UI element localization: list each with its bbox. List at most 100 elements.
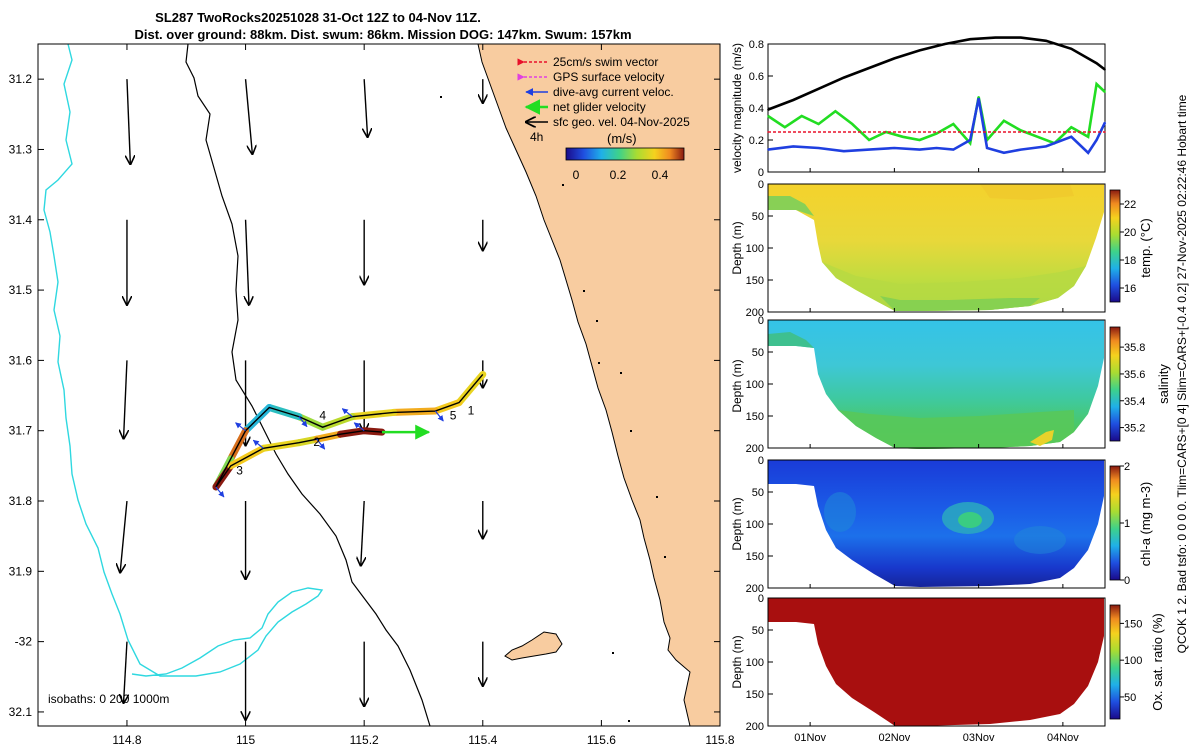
dive-avg-current-vector: [353, 422, 365, 432]
colorbar-tick-label: 100: [1124, 655, 1142, 667]
salinity-colorbar: [1109, 326, 1121, 442]
velocity-panel: 0 0.2 0.4 0.6 0.8 velocity magnitude (m/s): [730, 36, 1107, 179]
velocity-data-point: [977, 97, 980, 100]
colorbar-tick-label: 150: [1124, 618, 1142, 630]
temperature-panel: Depth (m) temp. (°C): [730, 183, 1153, 313]
figure-title-line1: SL287 TwoRocks20251028 31-Oct 12Z to 04-…: [155, 10, 481, 25]
legend-net-glider-velocity: net glider velocity: [553, 100, 646, 114]
geostrophic-vector: [127, 79, 130, 164]
speed-colorbar-tick: 0: [573, 168, 580, 182]
velocity-data-point: [952, 123, 955, 125]
depth-tick-label: 50: [752, 211, 764, 223]
depth-tick-label: 0: [758, 179, 764, 191]
temperature-colorbar-label: temp. (°C): [1138, 218, 1153, 277]
colorbar-tick-label: 16: [1124, 283, 1136, 295]
depth-tick-label: 200: [746, 721, 764, 733]
velocity-data-point: [1095, 83, 1098, 85]
velocity-data-point: [893, 57, 896, 60]
coastal-dots: [440, 96, 666, 722]
dive-avg-current-vector: [235, 422, 246, 432]
date-tick-label: 03Nov: [963, 732, 995, 744]
velocity-axis-ticks: 0 0.2 0.4 0.6 0.8: [749, 39, 773, 179]
velocity-data-point: [792, 145, 795, 148]
velocity-data-point: [1045, 40, 1047, 42]
chlorophyll-panel: Depth (m) chl-a (mg m-3): [730, 459, 1153, 589]
velocity-data-point: [868, 139, 870, 141]
dive-avg-current-vector: [298, 416, 308, 428]
velocity-data-point: [1104, 131, 1106, 133]
velocity-data-point: [843, 76, 845, 79]
depth-tick-label: 100: [746, 657, 764, 669]
depth-tick-label: 200: [746, 583, 764, 595]
depth-tick-label: 100: [746, 379, 764, 391]
velocity-data-point: [834, 110, 837, 112]
depth-tick-label: 0: [758, 315, 764, 327]
legend-dive-avg-current: dive-avg current veloc.: [553, 85, 674, 99]
map-ytick-label: 31.2: [9, 72, 33, 86]
geostrophic-vector: [246, 219, 249, 305]
velocity-data-point: [1104, 68, 1106, 71]
velocity-ytick-label: 0: [758, 167, 764, 179]
velocity-data-point: [1045, 145, 1047, 148]
date-tick-label: 02Nov: [878, 732, 910, 744]
geostrophic-vector: [364, 79, 367, 137]
speed-colorbar-tick: 0.4: [652, 168, 669, 182]
oxygen-colorbar: [1109, 604, 1121, 720]
map-xtick-label: 115.8: [705, 733, 734, 747]
dive-avg-current-vector: [434, 410, 444, 422]
velocity-data-point: [918, 139, 921, 141]
velocity-data-point: [1019, 129, 1022, 132]
speed-colorbar: [565, 147, 685, 161]
chlorophyll-colorbar-label: chl-a (mg m-3): [1138, 482, 1153, 567]
date-tick-label: 04Nov: [1047, 732, 1079, 744]
velocity-ylabel: velocity magnitude (m/s): [730, 43, 744, 173]
velocity-data-point: [969, 38, 971, 40]
velocity-data-point: [817, 123, 820, 125]
speed-colorbar-label: (m/s): [607, 131, 637, 146]
colorbar-tick-label: 35.8: [1124, 342, 1145, 354]
velocity-series: [767, 36, 1107, 155]
velocity-data-point: [817, 88, 820, 90]
depth-tick-label: 150: [746, 551, 764, 563]
velocity-data-point: [1070, 126, 1073, 128]
oxygen-ylabel: Depth (m): [730, 635, 744, 688]
velocity-data-point: [843, 150, 845, 152]
geostrophic-vector: [244, 79, 253, 154]
velocity-data-point: [1070, 136, 1073, 138]
map-ytick-label: 32.1: [9, 705, 33, 719]
speed-colorbar-tick: 0.2: [610, 168, 627, 182]
colorbar-tick-label: 35.6: [1124, 369, 1145, 381]
map-xtick-label: 115.6: [587, 733, 616, 747]
velocity-data-point: [1095, 62, 1098, 64]
velocity-data-point: [868, 148, 870, 151]
map-ytick-label: 31.9: [9, 564, 33, 578]
velocity-data-point: [1095, 139, 1098, 141]
chlorophyll-patch: [1014, 526, 1066, 554]
velocity-data-point: [851, 123, 854, 125]
colorbar-tick-label: 20: [1124, 227, 1136, 239]
velocity-data-point: [1104, 121, 1106, 124]
velocity-data-point: [767, 131, 769, 133]
velocity-data-point: [994, 36, 997, 39]
depth-tick-label: 150: [746, 689, 764, 701]
day-marker-label: 2: [313, 435, 320, 449]
velocity-data-point: [935, 132, 938, 135]
temperature-colorbar: [1109, 189, 1121, 303]
track-line: [215, 374, 484, 488]
chlorophyll-peak: [958, 512, 982, 528]
legend-swim-vector: 25cm/s swim vector: [553, 55, 658, 69]
depth-tick-label: 150: [746, 275, 764, 287]
map-ytick-label: 31.7: [9, 424, 33, 438]
map-ytick-label: -32: [15, 635, 33, 649]
depth-tick-label: 0: [758, 455, 764, 467]
velocity-data-point: [767, 148, 769, 151]
colorbar-tick-label: 18: [1124, 255, 1136, 267]
section-panels: Depth (m) temp. (°C) Depth (m) salinity …: [730, 168, 1171, 744]
velocity-data-point: [969, 142, 971, 144]
temperature-ylabel: Depth (m): [730, 221, 744, 274]
salinity-bottom-green: [838, 410, 1074, 449]
legend-scale-label: 4h: [530, 130, 543, 144]
salinity-ylabel: Depth (m): [730, 359, 744, 412]
day-marker-label: 3: [236, 463, 243, 477]
